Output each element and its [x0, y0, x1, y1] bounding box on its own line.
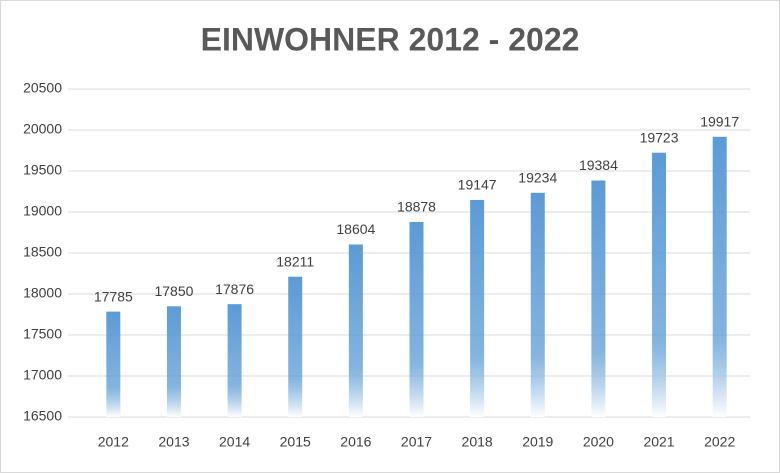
bar: [470, 199, 485, 417]
x-tick-label: 2021: [643, 434, 674, 450]
y-tick-label: 18000: [23, 285, 62, 301]
bar: [166, 306, 181, 417]
bar: [652, 152, 667, 418]
y-tick-label: 20000: [23, 121, 62, 137]
data-label: 18604: [336, 221, 375, 237]
y-tick-label: 18500: [23, 244, 62, 260]
data-label: 17876: [215, 281, 254, 297]
data-label: 17785: [94, 288, 133, 304]
x-tick-label: 2019: [522, 434, 553, 450]
data-label: 19147: [458, 177, 497, 193]
x-tick-label: 2013: [158, 434, 189, 450]
data-label: 19234: [518, 170, 557, 186]
y-tick-label: 17000: [23, 367, 62, 383]
y-tick-label: 20500: [23, 80, 62, 96]
x-tick-label: 2016: [340, 434, 371, 450]
bar: [530, 192, 545, 417]
bar: [106, 311, 121, 417]
y-tick-label: 19000: [23, 203, 62, 219]
chart-title: EINWOHNER 2012 - 2022: [201, 21, 580, 57]
bar: [288, 276, 303, 417]
bar: [591, 180, 606, 417]
y-tick-label: 19500: [23, 162, 62, 178]
x-tick-label: 2020: [583, 434, 614, 450]
x-tick-label: 2022: [704, 434, 735, 450]
bar: [409, 222, 424, 417]
x-tick-label: 2018: [462, 434, 493, 450]
data-label: 17850: [154, 283, 193, 299]
x-tick-label: 2015: [280, 434, 311, 450]
data-label: 19723: [640, 129, 679, 145]
bar: [712, 136, 727, 417]
x-tick-label: 2017: [401, 434, 432, 450]
y-tick-label: 17500: [23, 326, 62, 342]
bar: [227, 304, 242, 417]
data-label: 18878: [397, 199, 436, 215]
data-label: 18211: [276, 253, 314, 269]
x-tick-label: 2014: [219, 434, 250, 450]
data-label: 19384: [579, 157, 618, 173]
data-label: 19917: [700, 114, 739, 130]
x-tick-label: 2012: [98, 434, 129, 450]
y-tick-label: 16500: [23, 408, 62, 424]
bar: [348, 244, 363, 417]
